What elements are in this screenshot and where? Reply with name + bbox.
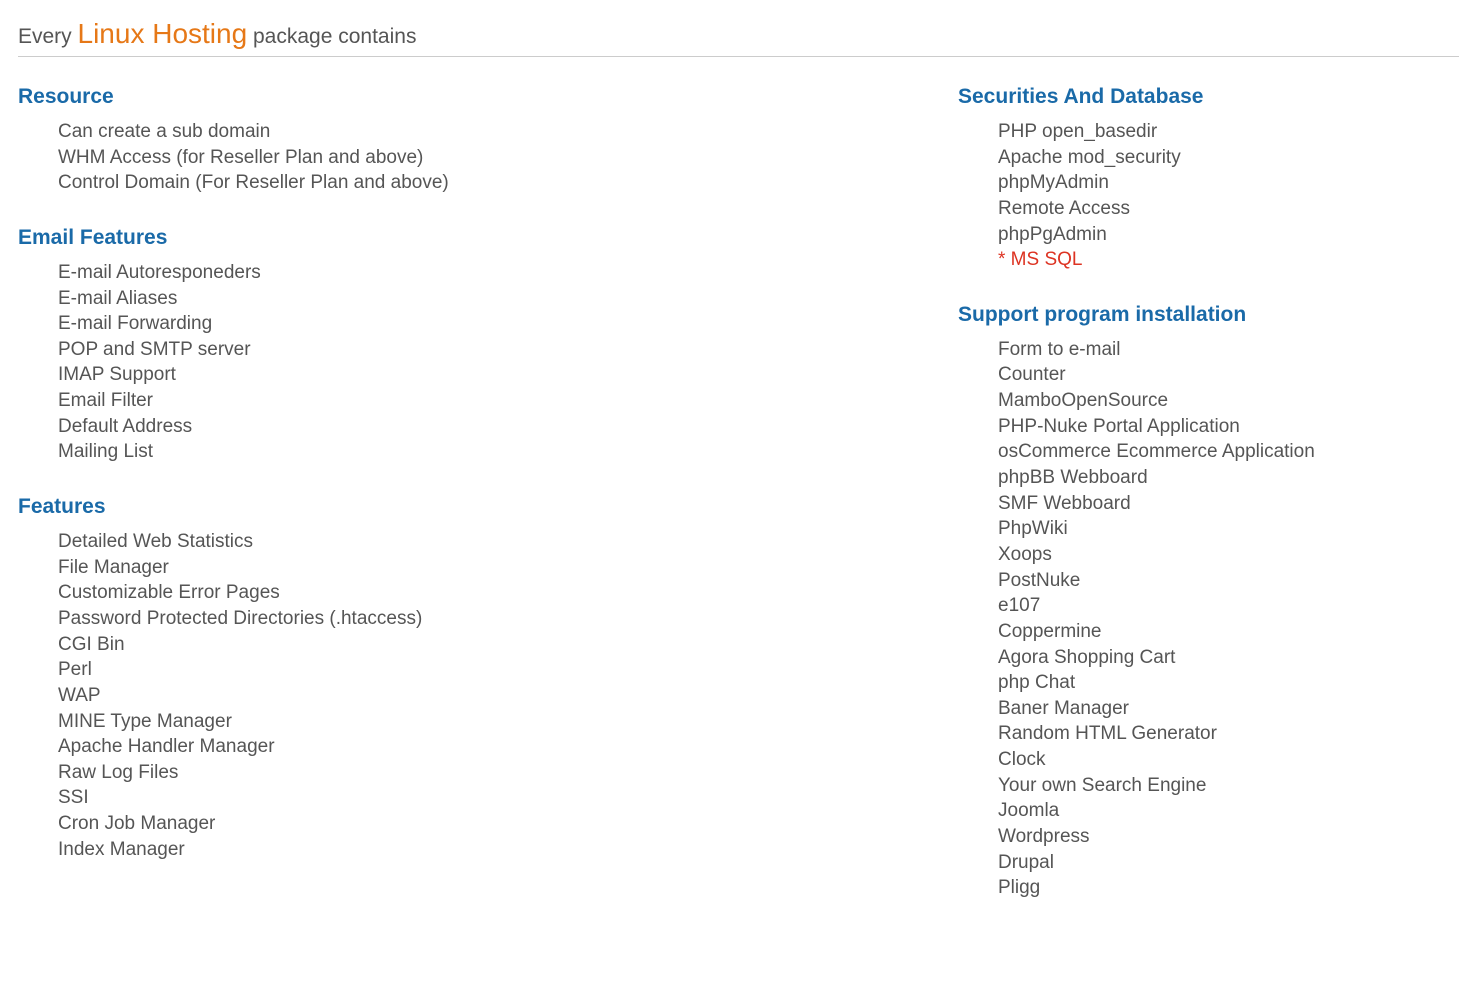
section-heading: Support program installation: [958, 303, 1459, 327]
list-item: phpMyAdmin: [998, 170, 1459, 196]
list-item: Email Filter: [58, 388, 918, 414]
right-column: Securities And DatabasePHP open_basedirA…: [958, 85, 1459, 931]
list-item: WAP: [58, 683, 918, 709]
list-item: E-mail Forwarding: [58, 311, 918, 337]
list-item: phpPgAdmin: [998, 222, 1459, 248]
right-section-0: Securities And Database PHP open_basedirA…: [958, 85, 1459, 273]
left-section-1: Email FeaturesE-mail AutoresponedersE-ma…: [18, 226, 918, 465]
list-item: Baner Manager: [998, 696, 1459, 722]
list-item: Drupal: [998, 850, 1459, 876]
list-item: Coppermine: [998, 619, 1459, 645]
list-item: Form to e-mail: [998, 337, 1459, 363]
list-item: E-mail Autoresponeders: [58, 260, 918, 286]
section-list: Detailed Web StatisticsFile ManagerCusto…: [18, 529, 918, 862]
list-item: MINE Type Manager: [58, 709, 918, 735]
list-item: Random HTML Generator: [998, 721, 1459, 747]
list-item: osCommerce Ecommerce Application: [998, 439, 1459, 465]
section-heading: Securities And Database: [958, 85, 1459, 109]
left-column: Resource Can create a sub domainWHM Acces…: [18, 85, 918, 931]
title-suffix: package contains: [247, 25, 416, 48]
list-item: Customizable Error Pages: [58, 580, 918, 606]
list-item: Remote Access: [998, 196, 1459, 222]
list-item: Xoops: [998, 542, 1459, 568]
list-item: File Manager: [58, 555, 918, 581]
list-item: MamboOpenSource: [998, 388, 1459, 414]
list-item: Detailed Web Statistics: [58, 529, 918, 555]
list-item: phpBB Webboard: [998, 465, 1459, 491]
list-item: Raw Log Files: [58, 760, 918, 786]
list-item: Default Address: [58, 414, 918, 440]
section-heading: Features: [18, 495, 918, 519]
list-item: Agora Shopping Cart: [998, 645, 1459, 671]
list-item: Control Domain (For Reseller Plan and ab…: [58, 170, 918, 196]
list-item: Mailing List: [58, 439, 918, 465]
section-list: Form to e-mailCounterMamboOpenSourcePHP-…: [958, 337, 1459, 901]
list-item: SMF Webboard: [998, 491, 1459, 517]
right-section-1: Support program installation Form to e-ma…: [958, 303, 1459, 901]
left-section-0: Resource Can create a sub domainWHM Acces…: [18, 85, 918, 196]
list-item: IMAP Support: [58, 362, 918, 388]
list-item: * MS SQL: [998, 247, 1459, 273]
list-item: SSI: [58, 785, 918, 811]
list-item: Wordpress: [998, 824, 1459, 850]
list-item: Can create a sub domain: [58, 119, 918, 145]
title-highlight: Linux Hosting: [78, 18, 248, 49]
list-item: WHM Access (for Reseller Plan and above): [58, 145, 918, 171]
list-item: php Chat: [998, 670, 1459, 696]
list-item: Password Protected Directories (.htacces…: [58, 606, 918, 632]
list-item: CGI Bin: [58, 632, 918, 658]
list-item: Cron Job Manager: [58, 811, 918, 837]
list-item: Pligg: [998, 875, 1459, 901]
title-prefix: Every: [18, 25, 78, 48]
list-item: E-mail Aliases: [58, 286, 918, 312]
list-item: Clock: [998, 747, 1459, 773]
section-list: PHP open_basedirApache mod_securityphpMy…: [958, 119, 1459, 273]
list-item: Apache mod_security: [998, 145, 1459, 171]
section-list: E-mail AutoresponedersE-mail AliasesE-ma…: [18, 260, 918, 465]
content-columns: Resource Can create a sub domainWHM Acces…: [18, 85, 1459, 931]
list-item: PHP open_basedir: [998, 119, 1459, 145]
list-item: e107: [998, 593, 1459, 619]
list-item: PhpWiki: [998, 516, 1459, 542]
page-title: Every Linux Hosting package contains: [18, 18, 1459, 57]
list-item: Apache Handler Manager: [58, 734, 918, 760]
list-item: POP and SMTP server: [58, 337, 918, 363]
left-section-2: Features Detailed Web StatisticsFile Mana…: [18, 495, 918, 862]
list-item: Your own Search Engine: [998, 773, 1459, 799]
list-item: Index Manager: [58, 837, 918, 863]
section-heading: Resource: [18, 85, 918, 109]
list-item: PHP-Nuke Portal Application: [998, 414, 1459, 440]
list-item: Joomla: [998, 798, 1459, 824]
section-list: Can create a sub domainWHM Access (for R…: [18, 119, 918, 196]
list-item: PostNuke: [998, 568, 1459, 594]
section-heading: Email Features: [18, 226, 918, 250]
list-item: Perl: [58, 657, 918, 683]
list-item: Counter: [998, 362, 1459, 388]
